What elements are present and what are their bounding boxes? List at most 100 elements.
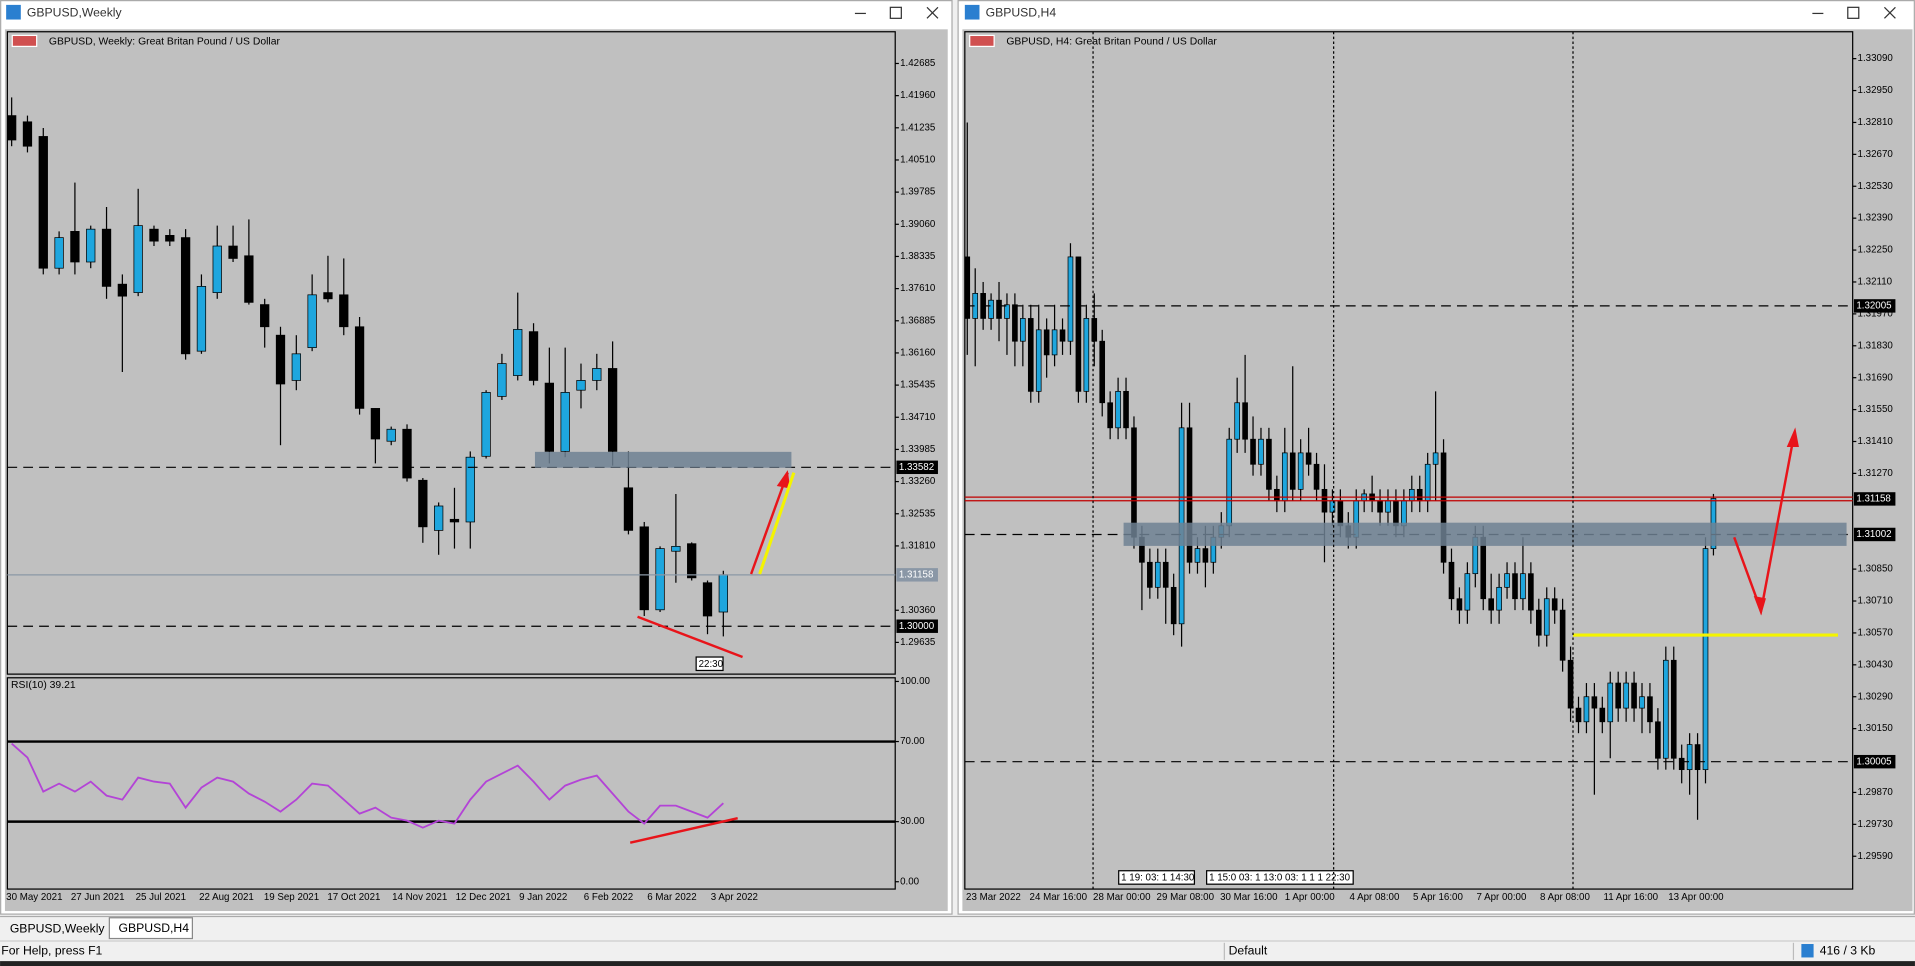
candle-body [354,326,365,409]
candle-body [1528,573,1534,611]
candle-body [1305,452,1312,465]
close-button[interactable] [1883,6,1896,19]
candle-body [1194,548,1201,563]
y-tick-label: 1.36885 [900,315,936,326]
candle-body [1075,256,1082,392]
time-label: 1 19: 03: 1 14:30 [1121,873,1195,884]
candle-body [1059,329,1066,342]
candle-body [1099,340,1106,404]
y-tick-label: 1.31410 [1858,436,1894,447]
y-tick-label: 1.30710 [1858,596,1894,607]
candle-body [607,368,618,452]
candle-body [576,380,586,391]
candle-body [1647,696,1653,723]
candle-body [244,255,254,303]
candle-body [1170,586,1177,625]
chart-header: GBPUSD, H4: Great Britan Pound / US Doll… [1006,36,1217,47]
candle-body [988,299,994,319]
y-tick-label: 70.00 [900,736,925,747]
price-box [1853,754,1896,769]
candle-body [497,363,507,397]
candle-body [687,543,697,579]
arrow-line [749,472,789,575]
candle-body [339,294,349,328]
price-label: 1.30000 [899,621,935,632]
y-tick-label: 1.38335 [900,251,936,262]
time-box [695,656,724,672]
y-tick-label: 1.30150 [1858,723,1894,734]
candle-body [1448,561,1455,600]
tab-active[interactable] [108,917,194,940]
maximize-button[interactable] [1847,6,1860,19]
x-tick-label: 17 Oct 2021 [327,892,380,903]
y-tick-label: 0.00 [900,876,920,887]
candle-body [86,228,96,263]
candle-body [1480,536,1487,600]
y-tick-label: 1.32950 [1858,85,1894,96]
y-tick-label: 1.31970 [1858,308,1894,319]
y-tick-label: 1.35435 [900,380,936,391]
maximize-button[interactable] [889,6,902,19]
price-label: 1.30005 [1856,756,1892,767]
candle-body [671,545,681,552]
candle-body [449,518,460,523]
price-label: 1.31158 [1856,493,1891,504]
x-tick-label: 25 Jul 2021 [136,892,186,903]
candle-body [1027,318,1034,392]
y-tick-label: 1.30850 [1858,564,1894,575]
candle-body [1424,463,1431,502]
candle-body [1107,402,1113,429]
candle-body [1266,438,1272,490]
x-tick-label: 6 Mar 2022 [647,892,696,903]
candle-body [1043,329,1050,356]
candle-body [1607,682,1614,723]
candle-body [1012,304,1018,342]
candle-body [434,505,444,531]
candle-body [1147,561,1153,588]
y-tick-label: 1.40510 [900,155,936,166]
candle-body [1242,402,1248,440]
status-help: For Help, press F1 [1,944,102,958]
candle-body [70,231,80,263]
candle-body [1091,318,1098,342]
y-tick-label: 1.31830 [1858,340,1894,351]
x-tick-label: 12 Dec 2021 [456,892,511,903]
status-traffic: 416 / 3 Kb [1820,944,1876,958]
close-button[interactable] [926,6,939,19]
x-tick-label: 4 Apr 08:00 [1350,892,1400,903]
y-tick-label: 1.42685 [900,58,936,69]
window-title: GBPUSD,H4 [986,6,1057,20]
price-label: 1.32005 [1856,300,1892,311]
x-tick-label: 7 Apr 00:00 [1477,892,1527,903]
x-tick-label: 9 Jan 2022 [519,892,567,903]
candle-body [1575,707,1582,723]
candle-body [22,121,33,147]
x-tick-label: 22 Aug 2021 [199,892,254,903]
x-tick-label: 14 Nov 2021 [392,892,447,903]
y-tick-label: 1.30430 [1858,659,1894,670]
candle-body [592,368,602,381]
candle-body [1401,500,1407,527]
candle-body [1067,256,1074,342]
candle-body [1004,304,1010,319]
candle-body [165,235,175,242]
candle-body [1162,561,1169,588]
candle-body [260,304,270,328]
window-weekly: GBPUSD,Weekly [0,0,953,915]
zone [1123,522,1847,546]
y-tick-label: 1.32390 [1858,213,1894,224]
candle-body [1567,659,1574,709]
tab[interactable]: GBPUSD,Weekly [10,922,106,936]
candle-body [1583,696,1590,723]
candle-body [1639,696,1645,709]
price-box [1853,299,1896,313]
candle-body [1670,659,1677,759]
tab[interactable]: GBPUSD,H4 [119,921,190,935]
traffic-icon [1801,944,1814,958]
candle-body [1432,452,1439,465]
candle-body [1599,707,1606,723]
candle-body [1051,329,1058,356]
window-title: GBPUSD,Weekly [27,6,123,20]
y-tick-label: 30.00 [900,816,925,827]
candle-body [1297,452,1304,490]
